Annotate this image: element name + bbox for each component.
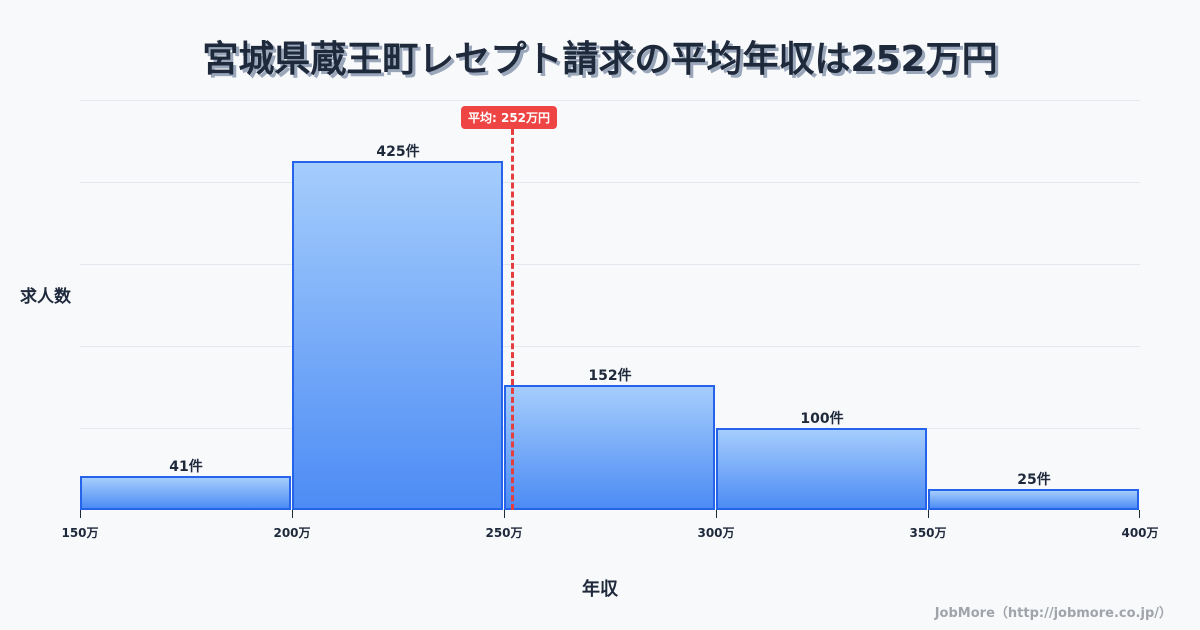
x-axis-label: 年収 xyxy=(582,579,618,600)
x-tick xyxy=(1139,510,1140,518)
x-tick xyxy=(504,510,505,518)
bar-label: 152件 xyxy=(588,368,632,384)
x-tick xyxy=(80,510,81,518)
bar-200-250 xyxy=(292,161,503,510)
gridline xyxy=(80,182,1140,183)
x-tick xyxy=(928,510,929,518)
x-tick xyxy=(716,510,717,518)
bar-label: 100件 xyxy=(800,411,844,427)
bar-250-300 xyxy=(504,385,715,510)
bar-150-200 xyxy=(80,476,291,510)
x-tick xyxy=(292,510,293,518)
average-line xyxy=(511,120,514,510)
plot-area: 41件 425件 152件 100件 25件 xyxy=(80,100,1140,518)
x-tick-label: 250万 xyxy=(485,526,523,540)
x-tick-label: 300万 xyxy=(697,526,735,540)
source-credit: JobMore（http://jobmore.co.jp/） xyxy=(934,606,1172,621)
x-tick-label: 350万 xyxy=(909,526,947,540)
x-tick-label: 400万 xyxy=(1121,526,1159,540)
bar-label: 425件 xyxy=(376,144,420,160)
bar-350-400 xyxy=(928,489,1139,510)
chart-title: 宮城県蔵王町レセプト請求の平均年収は252万円 xyxy=(202,39,998,80)
bar-300-350 xyxy=(716,428,927,510)
bar-label: 25件 xyxy=(1017,472,1051,488)
y-axis-label: 求人数 xyxy=(20,287,71,307)
gridline xyxy=(80,264,1140,265)
gridline xyxy=(80,346,1140,347)
gridline xyxy=(80,100,1140,101)
average-badge: 平均: 252万円 xyxy=(461,106,558,129)
x-tick-label: 150万 xyxy=(61,526,99,540)
bar-label: 41件 xyxy=(169,459,203,475)
x-tick-label: 200万 xyxy=(273,526,311,540)
